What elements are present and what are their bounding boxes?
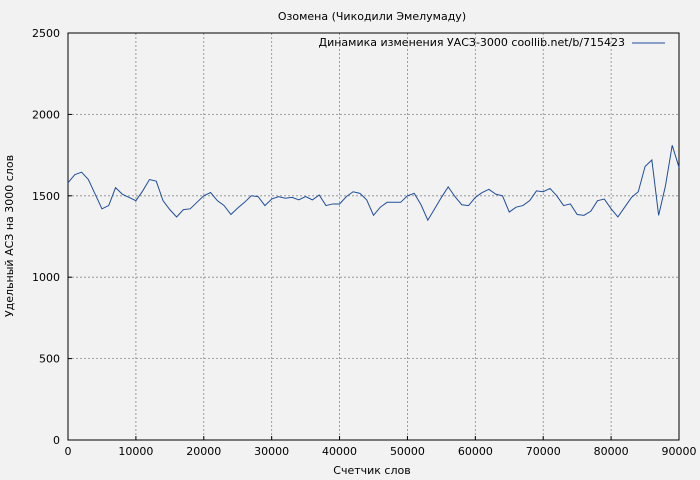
y-tick-label: 2000 [32, 108, 60, 121]
y-tick-label: 1500 [32, 190, 60, 203]
y-tick-label: 0 [53, 434, 60, 447]
y-axis-label: Удельный АСЗ на 3000 слов [3, 155, 16, 317]
series-line [67, 145, 680, 222]
x-tick-label: 20000 [186, 445, 221, 458]
x-tick-label: 60000 [458, 445, 493, 458]
x-tick-label: 0 [65, 445, 72, 458]
x-tick-label: 30000 [254, 445, 289, 458]
plot-frame [67, 32, 680, 441]
y-tick-label: 2500 [32, 27, 60, 40]
x-tick-label: 40000 [322, 445, 357, 458]
legend-label: Динамика изменения УАСЗ-3000 coollib.net… [319, 36, 626, 49]
y-tick-label: 500 [39, 353, 60, 366]
x-tick-label: 70000 [526, 445, 561, 458]
tick-layer: 0 10000 20000 30000 40000 50000 60000 70000 8000… [32, 27, 697, 458]
grid-layer [68, 33, 679, 440]
x-tick-label: 10000 [118, 445, 153, 458]
chart-title: Озомена (Чикодили Эмелумаду) [278, 10, 466, 23]
x-tick-label: 80000 [594, 445, 629, 458]
y-tick-label: 1000 [32, 271, 60, 284]
x-axis-label: Счетчик слов [333, 464, 410, 477]
plot-area [68, 33, 679, 440]
x-tick-label: 50000 [390, 445, 425, 458]
x-tick-label: 90000 [662, 445, 697, 458]
